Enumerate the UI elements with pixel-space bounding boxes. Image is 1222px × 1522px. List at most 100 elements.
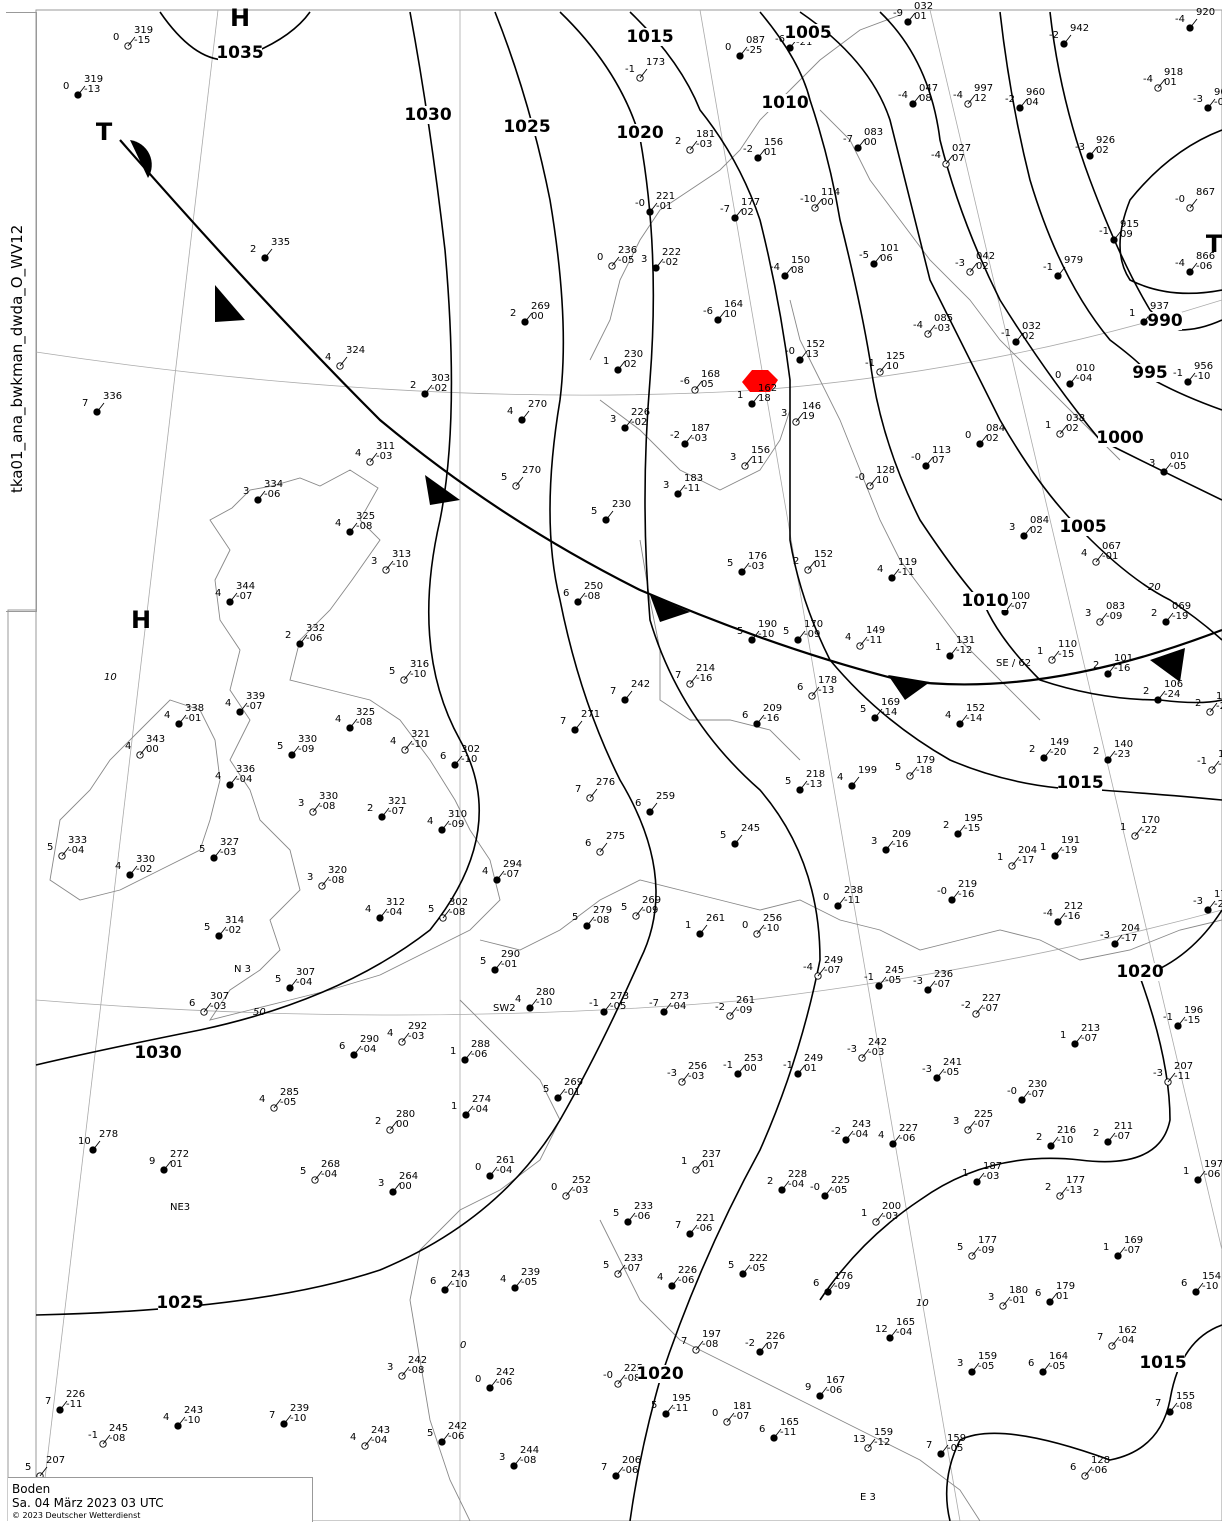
station-pressure: 152 <box>806 339 825 350</box>
station-tendency: -05 <box>885 975 901 986</box>
wind-barb <box>403 670 412 681</box>
wind-barb <box>1207 900 1216 911</box>
station-pressure: 230 <box>612 499 631 510</box>
station-tendency: -10 <box>184 1415 200 1426</box>
station-tendency: -08 <box>356 521 372 532</box>
station-plot: 7 336 <box>82 391 122 416</box>
station-tendency: -08 <box>702 1339 718 1350</box>
map-title-box: tka01_ana_bwkman_dwda_O_WV12 <box>6 12 37 612</box>
wind-barb <box>39 1466 48 1477</box>
station-tendency: 13 <box>806 349 819 360</box>
station-temperature: -4 <box>913 320 923 331</box>
station-temperature: 3 <box>1149 458 1155 469</box>
station-plot: -1 956-10 <box>1173 361 1213 386</box>
station-temperature: 7 <box>610 686 616 697</box>
station-pressure: 239 <box>290 1403 309 1414</box>
station-tendency: 02 <box>986 433 999 444</box>
station-pressure: 241 <box>943 1057 962 1068</box>
wind-barb <box>751 394 760 405</box>
station-plot: 5 195-11 <box>651 1393 691 1418</box>
station-pressure: 290 <box>501 949 520 960</box>
isobar-label: 1025 <box>503 117 550 137</box>
isobar-label-bg <box>136 1044 180 1062</box>
station-pressure: 216 <box>1057 1125 1076 1136</box>
wind-barb <box>1107 664 1116 675</box>
station-pressure: 197 <box>1204 1159 1222 1170</box>
wind-barb <box>61 846 70 857</box>
cold-front-line <box>119 139 1222 686</box>
wind-barb <box>1167 1072 1176 1083</box>
station-tendency: -07 <box>934 979 950 990</box>
wind-barb <box>892 1134 901 1145</box>
station-plots: 0319-150319-132335432473362303-024311-03… <box>25 1 1222 1480</box>
wind-barb <box>229 775 238 786</box>
station-pressure: 242 <box>408 1355 427 1366</box>
station-plot: 2 332-06 <box>285 623 325 648</box>
station-tendency: -06 <box>826 1385 842 1396</box>
wind-barb <box>857 138 866 149</box>
station-pressure: 178 <box>818 675 837 686</box>
station-temperature: 6 <box>742 710 748 721</box>
graticule-label: 10 <box>916 1298 929 1309</box>
station-temperature: 0 <box>475 1162 481 1173</box>
station-tendency: 02 <box>1066 423 1079 434</box>
station-pressure: 162 <box>758 383 777 394</box>
station-plot: 4 339-07 <box>225 691 265 716</box>
station-pressure: 113 <box>932 445 951 456</box>
station-pressure: 239 <box>521 1267 540 1278</box>
wind-barb <box>734 208 743 219</box>
wind-barb <box>257 490 266 501</box>
station-temperature: -0 <box>855 472 865 483</box>
station-pressure: 207 <box>1174 1061 1193 1072</box>
station-pressure: 222 <box>749 1253 768 1264</box>
station-plot: -3 207-11 <box>1153 1061 1193 1086</box>
wind-barb <box>811 686 820 697</box>
station-temperature: 2 <box>1093 1128 1099 1139</box>
coast-ireland <box>49 699 221 901</box>
station-temperature: -1 <box>865 358 875 369</box>
station-temperature: 1 <box>1060 1030 1066 1041</box>
wind-barb <box>273 1098 282 1109</box>
station-temperature: 6 <box>339 1041 345 1052</box>
station-tendency: -07 <box>982 1003 998 1014</box>
station-plot: 5 307-04 <box>275 967 315 992</box>
station-pressure: 209 <box>763 703 782 714</box>
isobar-label: 1020 <box>636 1364 683 1384</box>
wind-barb <box>1134 826 1143 837</box>
wind-barb <box>925 456 934 467</box>
station-temperature: -1 <box>1099 226 1109 237</box>
station-tendency: -16 <box>892 839 908 850</box>
station-tendency: -11 <box>866 635 882 646</box>
station-pressure: 280 <box>536 987 555 998</box>
station-pressure: 181 <box>733 1401 752 1412</box>
station-tendency: -10 <box>451 1279 467 1290</box>
wind-barb <box>1069 374 1078 385</box>
station-tendency: -01 <box>564 1087 580 1098</box>
station-pressure: 083 <box>1106 601 1125 612</box>
station-plot: -1 138-26 <box>1197 749 1222 774</box>
station-temperature: 2 <box>1151 608 1157 619</box>
wind-barb <box>695 1340 704 1351</box>
station-temperature: -3 <box>922 1064 932 1075</box>
station-plot: 6 290-04 <box>339 1034 379 1059</box>
station-plot: 7 276 <box>575 777 615 802</box>
station-temperature: 2 <box>1029 744 1035 755</box>
station-temperature: 7 <box>601 1462 607 1473</box>
station-plot: -1 173 <box>625 57 665 82</box>
station-plot: 5 269-01 <box>543 1077 583 1102</box>
wind-barb <box>605 510 614 521</box>
wind-barb <box>689 1224 698 1235</box>
station-pressure: 313 <box>392 549 411 560</box>
station-tendency: -03 <box>748 561 764 572</box>
station-plot: 2 101-16 <box>1093 653 1133 678</box>
station-temperature: 7 <box>1097 1332 1103 1343</box>
station-pressure: 170 <box>804 619 823 630</box>
station-tendency: -08 <box>109 1433 125 1444</box>
station-plot: 6 176-09 <box>813 1271 853 1296</box>
station-temperature: 4 <box>427 816 433 827</box>
station-plot: 2 321-07 <box>367 796 407 821</box>
station-pressure: 960 <box>1026 87 1045 98</box>
wind-barb <box>756 714 765 725</box>
isobar-label-bg <box>218 44 262 62</box>
